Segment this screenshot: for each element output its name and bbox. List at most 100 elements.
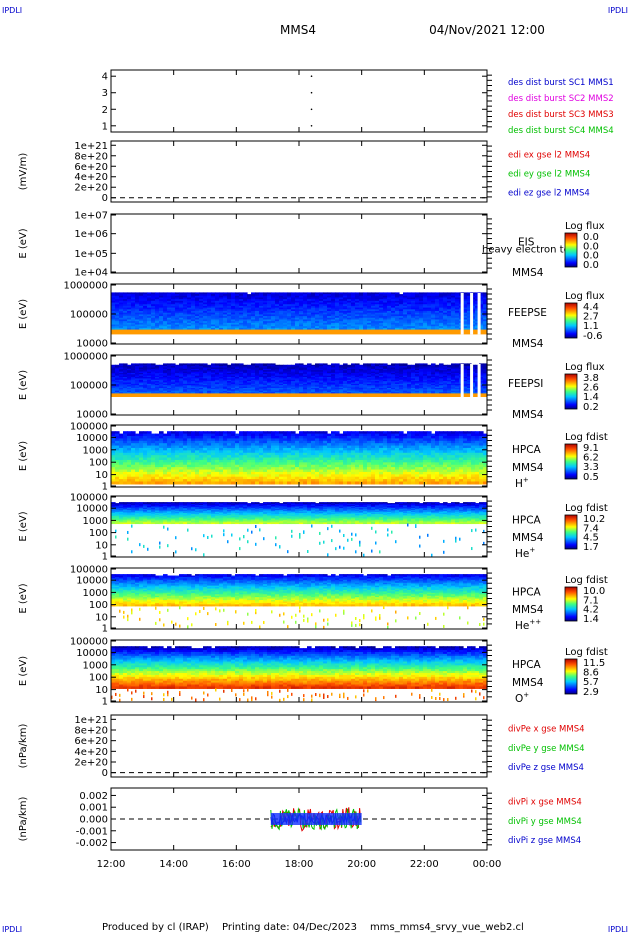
heatmap-cell: [223, 304, 228, 307]
heatmap-cell: [155, 300, 160, 304]
y-tick-label: 1e+07: [74, 211, 108, 222]
heatmap-cell: [223, 309, 228, 312]
heatmap-cell: [247, 311, 252, 314]
heatmap-cell: [191, 302, 196, 305]
heatmap-cell: [163, 324, 168, 327]
heatmap-cell: [139, 304, 144, 307]
heatmap-cell: [207, 307, 212, 310]
heatmap-cell: [151, 481, 156, 485]
heatmap-cell: [183, 314, 188, 317]
heatmap-cell: [223, 319, 228, 322]
heatmap-cell: [275, 312, 280, 315]
heatmap-cell: [299, 322, 304, 326]
heatmap-cell: [287, 312, 292, 315]
heatmap-cell: [187, 481, 192, 485]
heatmap-cell: [223, 321, 228, 324]
heatmap-cell: [207, 314, 212, 317]
heatmap-cell: [183, 304, 188, 307]
heatmap-cell: [259, 305, 264, 309]
heatmap-cell: [179, 295, 184, 299]
heatmap-cell: [247, 304, 252, 307]
heatmap-cell: [119, 299, 124, 302]
heatmap-cell: [199, 309, 204, 312]
heatmap-cell: [143, 322, 148, 326]
heatmap-cell: [163, 314, 168, 317]
heatmap-cell: [199, 319, 204, 322]
heatmap-cell: [287, 297, 292, 300]
heatmap-cell: [239, 316, 244, 319]
heatmap-cell: [215, 302, 220, 305]
heatmap-cell: [259, 309, 264, 312]
heatmap-cell: [123, 302, 128, 305]
heatmap-band: [111, 329, 487, 335]
heatmap-cell: [315, 305, 320, 309]
heatmap-cell: [135, 297, 140, 300]
heatmap-cell: [263, 302, 268, 305]
heatmap-cell: [143, 317, 148, 321]
heatmap-cell: [307, 311, 312, 314]
heatmap-cell: [123, 312, 128, 315]
heatmap-cell: [247, 307, 252, 310]
heatmap-cell: [171, 294, 176, 297]
heatmap-cell: [315, 312, 320, 315]
heatmap-cell: [299, 311, 304, 314]
heatmap-cell: [179, 299, 184, 302]
heatmap-cell: [207, 311, 212, 314]
heatmap-cell: [251, 305, 256, 309]
y-axis-label: (mV/m): [18, 153, 29, 191]
heatmap-cell: [231, 319, 236, 322]
heatmap-cell: [179, 317, 184, 321]
heatmap-cell: [135, 317, 140, 321]
y-tick-label: 2e+20: [74, 183, 108, 194]
heatmap-cell: [147, 322, 152, 326]
heatmap-cell: [215, 321, 220, 324]
y-tick-label: 4e+20: [74, 172, 108, 183]
heatmap-cell: [295, 311, 300, 314]
heatmap-cell: [163, 294, 168, 297]
heatmap-cell: [191, 304, 196, 307]
header-spacecraft: MMS4: [280, 23, 316, 37]
heatmap-cell: [215, 295, 220, 299]
heatmap-cell: [179, 300, 184, 304]
heatmap-cell: [271, 294, 276, 297]
heatmap-cell: [219, 319, 224, 322]
heatmap-cell: [119, 294, 124, 297]
heatmap-cell: [243, 321, 248, 324]
heatmap-cell: [135, 307, 140, 310]
heatmap-cell: [215, 322, 220, 326]
heatmap-cell: [135, 324, 140, 327]
heatmap-cell: [219, 297, 224, 300]
heatmap-cell: [255, 294, 260, 297]
heatmap-cell: [147, 326, 152, 329]
heatmap-cell: [219, 314, 224, 317]
heatmap-cell: [235, 311, 240, 314]
heatmap-cell: [139, 300, 144, 304]
heatmap-cell: [203, 316, 208, 319]
heatmap-cell: [211, 319, 216, 322]
heatmap-cell: [155, 326, 160, 329]
heatmap-cell: [139, 302, 144, 305]
heatmap-cell: [271, 326, 276, 329]
heatmap-cell: [167, 305, 172, 309]
heatmap-cell: [207, 327, 212, 331]
heatmap-cell: [151, 322, 156, 326]
heatmap-cell: [159, 319, 164, 322]
heatmap-cell: [123, 292, 128, 295]
heatmap-cell: [147, 294, 152, 297]
heatmap-cell: [235, 292, 240, 295]
corner-label-br: IPDLI: [608, 925, 628, 934]
heatmap-cell: [143, 305, 148, 309]
heatmap-cell: [119, 295, 124, 299]
heatmap-cell: [187, 312, 192, 315]
heatmap-cell: [155, 481, 160, 485]
heatmap-cell: [151, 317, 156, 321]
heatmap-cell: [267, 311, 272, 314]
heatmap-cell: [183, 322, 188, 326]
heatmap-cell: [175, 322, 180, 326]
heatmap-cell: [191, 311, 196, 314]
heatmap-cell: [175, 309, 180, 312]
heatmap-cell: [299, 299, 304, 302]
heatmap-cell: [259, 302, 264, 305]
heatmap-cell: [287, 311, 292, 314]
heatmap-cell: [283, 309, 288, 312]
